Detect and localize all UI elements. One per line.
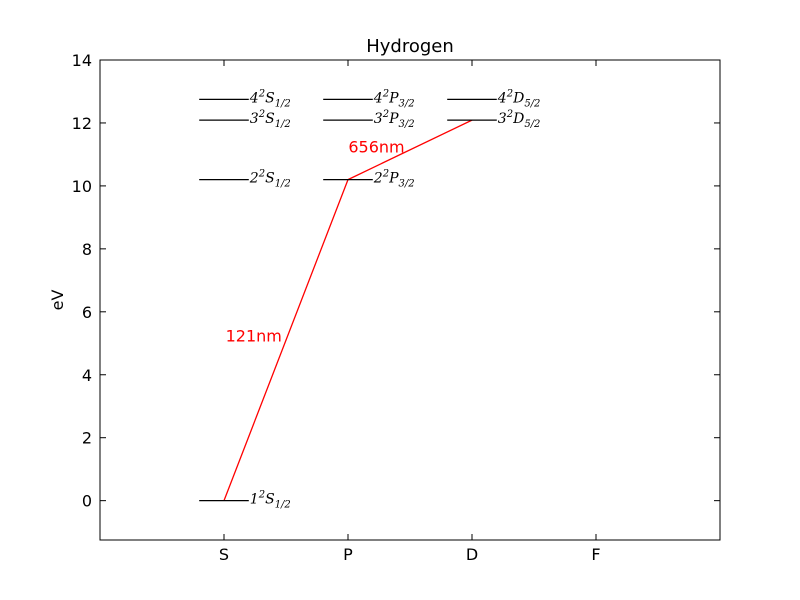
energy-level-label: 12S1/2 bbox=[250, 490, 291, 511]
x-tick-label: F bbox=[591, 545, 600, 564]
y-tick-label: 8 bbox=[82, 240, 92, 259]
level-n: 4 bbox=[373, 90, 383, 106]
energy-level-label: 22S1/2 bbox=[249, 169, 291, 190]
level-j: 3/2 bbox=[399, 179, 415, 190]
plot-frame bbox=[99, 59, 721, 541]
x-tick-label: S bbox=[219, 545, 229, 564]
level-multiplicity: 2 bbox=[382, 169, 389, 180]
energy-level-label: 22P3/2 bbox=[373, 169, 415, 190]
level-j: 1/2 bbox=[275, 500, 291, 511]
level-j: 1/2 bbox=[275, 119, 291, 130]
level-multiplicity: 2 bbox=[258, 169, 265, 180]
level-j: 5/2 bbox=[524, 119, 540, 130]
level-multiplicity: 2 bbox=[506, 88, 513, 99]
level-n: 2 bbox=[249, 171, 259, 187]
level-multiplicity: 2 bbox=[258, 109, 265, 120]
level-n: 3 bbox=[374, 111, 383, 127]
energy-level-label: 42P3/2 bbox=[373, 88, 415, 109]
transition-line bbox=[223, 179, 349, 501]
y-tick-label: 12 bbox=[72, 114, 92, 133]
chart-title: Hydrogen bbox=[366, 36, 454, 57]
transition-label: 656nm bbox=[348, 138, 404, 157]
level-term: S bbox=[265, 90, 275, 106]
y-tick-label: 2 bbox=[82, 429, 92, 448]
transition-label: 121nm bbox=[226, 326, 282, 345]
y-tick-label: 6 bbox=[82, 303, 92, 322]
level-j: 1/2 bbox=[275, 179, 291, 190]
y-tick-label: 10 bbox=[72, 177, 92, 196]
level-term: P bbox=[388, 111, 399, 127]
y-tick-label: 4 bbox=[82, 366, 92, 385]
level-n: 4 bbox=[497, 90, 507, 106]
level-term: D bbox=[512, 90, 524, 106]
level-term: S bbox=[265, 492, 275, 508]
energy-level-label: 32S1/2 bbox=[250, 109, 291, 130]
level-n: 3 bbox=[498, 111, 507, 127]
level-multiplicity: 2 bbox=[506, 109, 513, 120]
energy-level-label: 32D5/2 bbox=[498, 109, 541, 130]
y-tick-label: 0 bbox=[82, 492, 92, 511]
x-tick-label: D bbox=[466, 545, 478, 564]
level-multiplicity: 2 bbox=[258, 490, 265, 501]
plot-marks: 121nm656nm12S1/222S1/232S1/242S1/222P3/2… bbox=[199, 88, 541, 511]
level-term: D bbox=[512, 111, 524, 127]
level-term: S bbox=[265, 111, 275, 127]
level-j: 1/2 bbox=[275, 98, 291, 109]
level-n: 3 bbox=[250, 111, 259, 127]
level-term: P bbox=[388, 90, 399, 106]
level-n: 2 bbox=[373, 171, 383, 187]
level-j: 5/2 bbox=[524, 98, 540, 109]
level-multiplicity: 2 bbox=[258, 88, 265, 99]
level-term: S bbox=[265, 171, 275, 187]
level-multiplicity: 2 bbox=[382, 88, 389, 99]
level-n: 1 bbox=[250, 492, 259, 508]
level-n: 4 bbox=[249, 90, 259, 106]
energy-level-label: 42S1/2 bbox=[249, 88, 291, 109]
level-multiplicity: 2 bbox=[382, 109, 389, 120]
energy-level-label: 32P3/2 bbox=[374, 109, 415, 130]
level-j: 3/2 bbox=[399, 119, 415, 130]
y-axis-label: eV bbox=[48, 290, 67, 311]
level-term: P bbox=[388, 171, 399, 187]
energy-level-label: 42D5/2 bbox=[497, 88, 541, 109]
x-tick-label: P bbox=[343, 545, 353, 564]
y-tick-label: 14 bbox=[72, 51, 92, 70]
level-j: 3/2 bbox=[399, 98, 415, 109]
transition-line bbox=[347, 119, 473, 181]
